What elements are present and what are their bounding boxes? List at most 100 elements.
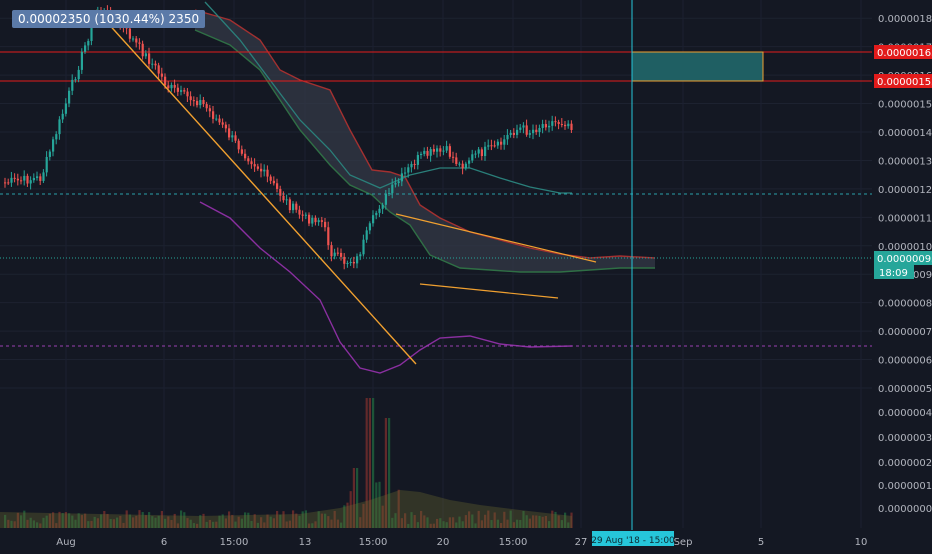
candle xyxy=(285,199,288,201)
volume-bar xyxy=(535,515,538,528)
volume-bar xyxy=(544,515,547,528)
candle xyxy=(20,180,23,182)
candle xyxy=(74,79,77,81)
candle xyxy=(490,145,493,147)
candle xyxy=(458,163,461,165)
candle xyxy=(375,212,378,216)
candle xyxy=(144,53,147,57)
volume-bar xyxy=(186,518,189,528)
candle xyxy=(87,40,90,46)
candle xyxy=(13,177,16,179)
candle xyxy=(512,132,515,135)
candle xyxy=(439,148,442,152)
volume-bar xyxy=(77,513,80,528)
x-tick-label: 6 xyxy=(161,537,167,548)
volume-bar xyxy=(84,513,87,528)
trendline-descending xyxy=(95,9,417,365)
volume-bar xyxy=(346,502,349,528)
target-box xyxy=(631,51,764,82)
candle xyxy=(525,125,528,135)
candle xyxy=(471,154,474,161)
volume-bar xyxy=(39,523,42,528)
candle xyxy=(372,215,375,224)
candle xyxy=(64,103,67,114)
candle xyxy=(506,134,509,140)
x-tick-label: 27 xyxy=(575,537,588,548)
x-tick-label: 15:00 xyxy=(220,537,249,548)
candle xyxy=(58,119,61,135)
candle xyxy=(61,113,64,120)
candle xyxy=(183,90,186,92)
volume-bar xyxy=(477,510,480,528)
candle xyxy=(544,124,547,128)
candle xyxy=(23,175,26,181)
candle xyxy=(429,149,432,156)
volume-bar xyxy=(154,517,157,528)
candle xyxy=(311,217,314,224)
volume-bar xyxy=(532,515,535,528)
candle xyxy=(404,172,407,174)
volume-bar xyxy=(279,514,282,528)
candle xyxy=(343,256,346,264)
wedge-lower xyxy=(419,283,559,299)
volume-bar xyxy=(109,519,112,528)
volume-bar xyxy=(570,512,573,528)
candle xyxy=(484,146,487,157)
volume-bar xyxy=(116,517,119,528)
candle xyxy=(247,158,250,162)
volume-bar xyxy=(375,482,378,528)
volume-bar xyxy=(212,521,215,528)
volume-bar xyxy=(266,514,269,528)
volume-bar xyxy=(45,515,48,528)
volume-bar xyxy=(464,515,467,528)
candle xyxy=(416,155,419,165)
volume-bar xyxy=(68,513,71,528)
x-tick-label: Aug xyxy=(56,537,76,548)
candle xyxy=(516,129,519,135)
candle xyxy=(266,169,269,177)
volume-bar xyxy=(183,512,186,528)
volume-bar xyxy=(167,516,170,528)
volume-bar xyxy=(548,521,551,528)
candle xyxy=(186,91,189,97)
x-tick-label: Sep xyxy=(674,537,693,548)
volume-bar xyxy=(474,523,477,528)
volume-bar xyxy=(141,512,144,528)
volume-bar xyxy=(180,510,183,528)
candle xyxy=(132,38,135,40)
volume-bar xyxy=(420,510,423,528)
volume-bar xyxy=(250,520,253,528)
volume-bar xyxy=(522,510,525,528)
volume-bar xyxy=(52,512,55,528)
ichimoku-cloud xyxy=(195,10,655,272)
candle xyxy=(234,135,237,141)
candle xyxy=(336,252,339,254)
candle xyxy=(548,125,551,128)
volume-bar xyxy=(525,515,528,528)
candle xyxy=(256,166,259,169)
volume-bar xyxy=(48,513,51,528)
volume-bar xyxy=(231,514,234,528)
volume-bar xyxy=(468,511,471,528)
volume-bar xyxy=(176,523,179,528)
volume-bar xyxy=(458,516,461,528)
volume-bar xyxy=(400,518,403,528)
volume-bar xyxy=(429,523,432,528)
volume-bar xyxy=(96,518,99,528)
cloud-span-b xyxy=(194,29,655,273)
candle xyxy=(378,208,381,213)
candle xyxy=(48,151,51,157)
candle xyxy=(173,84,176,88)
candle xyxy=(263,169,266,172)
candle xyxy=(16,178,19,181)
candle xyxy=(52,139,55,152)
candle xyxy=(445,146,448,151)
candle xyxy=(365,230,368,240)
volume-bar xyxy=(32,520,35,528)
